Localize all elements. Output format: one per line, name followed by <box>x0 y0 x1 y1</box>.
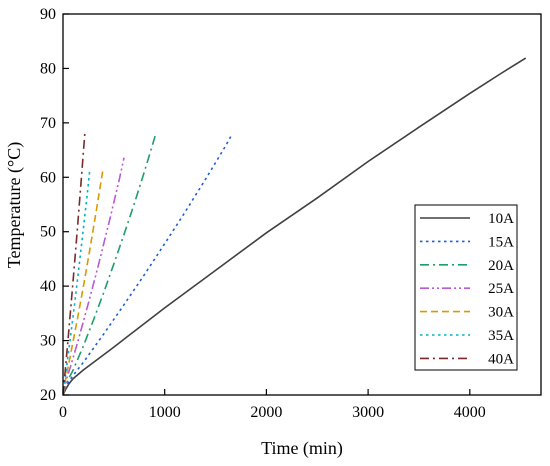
y-tick-label: 20 <box>40 387 56 404</box>
y-tick-label: 70 <box>40 115 56 132</box>
y-tick-label: 40 <box>40 278 56 295</box>
series-line-40A <box>63 132 86 395</box>
series-line-15A <box>63 136 232 395</box>
y-axis-label: Temperature (°C) <box>4 142 25 268</box>
series-line-30A <box>63 171 104 395</box>
legend-label-30A: 30A <box>488 305 514 321</box>
y-tick-label: 50 <box>40 224 56 241</box>
y-tick-label: 60 <box>40 169 56 186</box>
y-tick-label: 30 <box>40 333 56 350</box>
series-line-25A <box>63 157 125 395</box>
x-axis-label: Time (min) <box>261 438 343 459</box>
y-tick-label: 90 <box>40 6 56 23</box>
legend-label-20A: 20A <box>488 258 514 274</box>
series-layer <box>63 57 527 395</box>
x-tick-label: 2000 <box>250 404 282 421</box>
series-line-10A <box>63 57 527 395</box>
x-tick-label: 4000 <box>454 404 486 421</box>
legend-label-15A: 15A <box>488 234 514 250</box>
ticks-layer: 0 1000 2000 3000 4000 20 30 40 50 60 70 80 90 <box>40 6 486 421</box>
x-tick-label: 3000 <box>352 404 384 421</box>
x-tick-label: 1000 <box>149 404 181 421</box>
legend-label-35A: 35A <box>488 328 514 344</box>
legend: 10A 15A 20A 25A 30A 35A 40A <box>414 204 518 371</box>
legend-label-10A: 10A <box>488 211 514 227</box>
plot-frame <box>62 13 542 396</box>
series-line-35A <box>63 168 91 395</box>
legend-label-25A: 25A <box>488 281 514 297</box>
series-line-20A <box>63 134 157 395</box>
y-tick-label: 80 <box>40 60 56 77</box>
x-tick-label: 0 <box>59 404 67 421</box>
legend-label-40A: 40A <box>488 351 514 367</box>
